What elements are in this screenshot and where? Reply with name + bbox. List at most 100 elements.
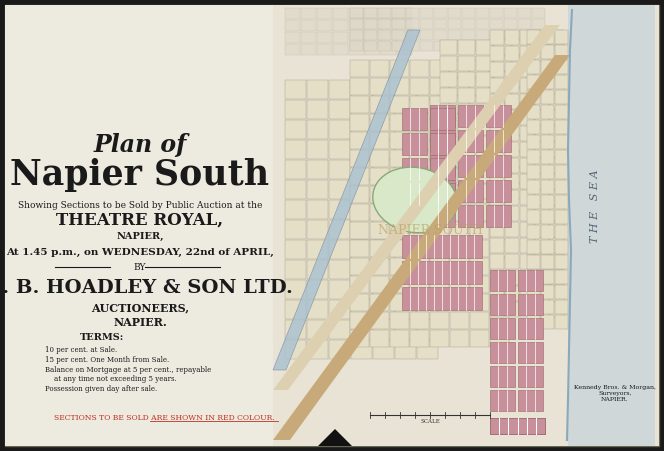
Bar	[390, 78, 409, 95]
Bar	[434, 41, 447, 51]
Bar	[505, 174, 519, 189]
Bar	[373, 80, 394, 99]
Bar	[417, 120, 438, 139]
Bar	[450, 60, 469, 77]
Bar	[434, 8, 447, 18]
Bar	[541, 45, 554, 59]
Bar	[550, 158, 564, 173]
Bar	[527, 90, 540, 104]
Bar	[520, 206, 534, 221]
Bar	[430, 155, 455, 177]
Bar	[370, 132, 389, 149]
Bar	[370, 240, 389, 257]
Bar	[535, 254, 549, 269]
Bar	[430, 60, 449, 77]
Bar	[520, 238, 534, 253]
Bar	[541, 165, 554, 179]
Bar	[349, 8, 364, 19]
Bar	[402, 183, 427, 205]
Bar	[512, 88, 529, 103]
Text: at any time not exceeding 5 years.: at any time not exceeding 5 years.	[45, 375, 177, 383]
Bar	[350, 240, 369, 257]
Bar	[518, 318, 543, 339]
Bar	[390, 258, 409, 275]
Bar	[490, 126, 504, 141]
Bar	[505, 126, 519, 141]
Bar	[486, 130, 511, 152]
Bar	[417, 260, 438, 279]
Bar	[285, 340, 306, 359]
Bar	[410, 294, 429, 311]
Bar	[490, 206, 504, 221]
Bar	[505, 238, 519, 253]
Bar	[527, 150, 540, 164]
Bar	[351, 220, 372, 239]
Bar	[430, 180, 455, 202]
Bar	[450, 312, 469, 329]
Bar	[530, 168, 547, 183]
Bar	[555, 285, 568, 299]
Bar	[505, 222, 519, 237]
Bar	[450, 240, 469, 257]
Bar	[285, 44, 300, 55]
Bar	[430, 150, 449, 167]
Bar	[458, 155, 483, 177]
Bar	[365, 20, 380, 31]
Bar	[390, 132, 409, 149]
Bar	[518, 270, 543, 291]
Bar	[490, 418, 545, 434]
Bar	[373, 240, 394, 259]
Text: TERMS:: TERMS:	[80, 333, 124, 342]
Bar	[420, 30, 433, 40]
Bar	[541, 30, 554, 44]
Bar	[450, 186, 469, 203]
Bar	[555, 240, 568, 254]
Bar	[490, 30, 503, 40]
Bar	[351, 280, 372, 299]
Bar	[350, 276, 369, 293]
Bar	[378, 19, 391, 29]
Bar	[494, 152, 511, 167]
Bar	[512, 168, 529, 183]
Bar	[395, 340, 416, 359]
Bar	[351, 180, 372, 199]
Bar	[448, 8, 461, 18]
Text: Plan of: Plan of	[94, 133, 187, 157]
Bar	[512, 104, 529, 119]
Bar	[317, 20, 332, 31]
Bar	[440, 88, 457, 103]
Bar	[504, 41, 517, 51]
Bar	[373, 280, 394, 299]
Bar	[490, 276, 509, 293]
Bar	[440, 40, 457, 55]
Bar	[527, 180, 540, 194]
Bar	[527, 165, 540, 179]
Bar	[410, 204, 429, 221]
Bar	[541, 210, 554, 224]
Bar	[395, 80, 416, 99]
Bar	[430, 330, 449, 347]
Bar	[490, 258, 509, 275]
Bar	[555, 30, 568, 44]
Text: Napier South: Napier South	[11, 158, 270, 192]
Bar	[307, 120, 328, 139]
Bar	[364, 41, 377, 51]
Bar	[490, 150, 509, 167]
Bar	[440, 184, 457, 199]
Bar	[450, 132, 469, 149]
Bar	[470, 78, 489, 95]
Bar	[448, 41, 461, 51]
Bar	[329, 120, 350, 139]
Bar	[350, 168, 369, 185]
Bar	[470, 150, 489, 167]
Bar	[450, 114, 469, 131]
Bar	[504, 19, 517, 29]
Bar	[490, 132, 509, 149]
Bar	[490, 366, 515, 387]
Bar	[417, 240, 438, 259]
Bar	[307, 80, 328, 99]
Bar	[476, 104, 493, 119]
Polygon shape	[273, 25, 560, 390]
Bar	[535, 94, 549, 109]
Bar	[527, 300, 540, 314]
